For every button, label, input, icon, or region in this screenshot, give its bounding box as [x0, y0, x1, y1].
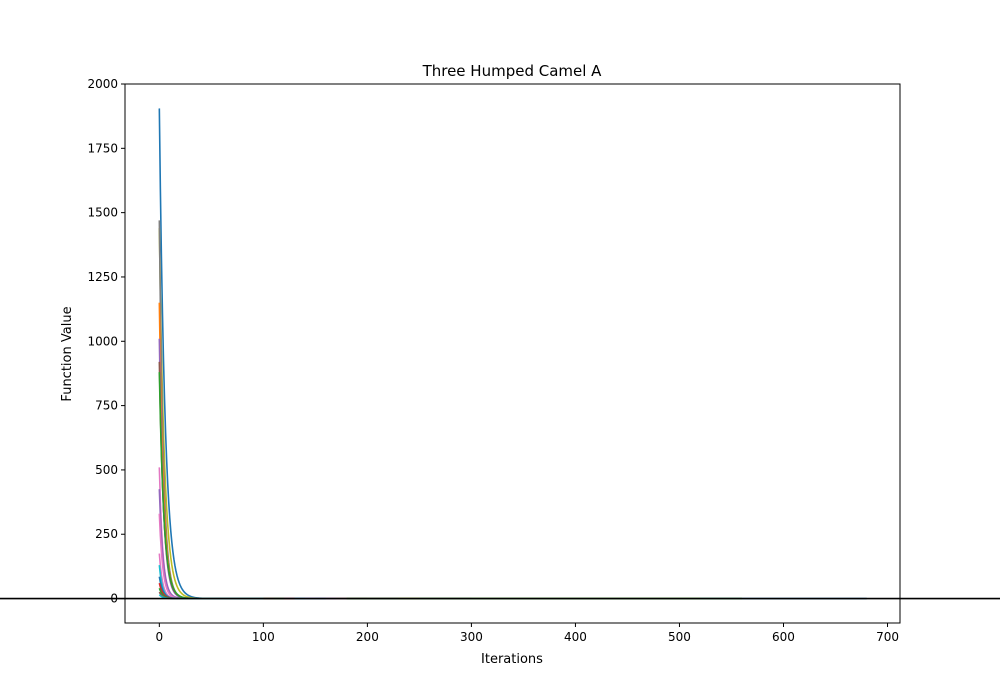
- y-tick-label: 1000: [87, 334, 118, 348]
- x-tick-label: 200: [356, 630, 379, 644]
- plot-frame: [124, 83, 901, 624]
- y-axis-label: Function Value: [60, 306, 75, 401]
- y-tick-label: 1500: [87, 206, 118, 220]
- x-tick-label: 600: [772, 630, 795, 644]
- y-axis: 0 250 500 750 1000 1250 1500 1750 2000: [87, 77, 125, 606]
- x-tick-label: 500: [668, 630, 691, 644]
- x-axis-label: Iterations: [481, 652, 543, 667]
- y-tick-label: 750: [95, 399, 118, 413]
- chart-title: Three Humped Camel A: [422, 62, 603, 80]
- x-tick-label: 100: [252, 630, 275, 644]
- y-tick-label: 500: [95, 463, 118, 477]
- y-tick-label: 0: [110, 592, 118, 606]
- x-tick-label: 300: [460, 630, 483, 644]
- x-tick-label: 0: [156, 630, 164, 644]
- x-tick-label: 700: [876, 630, 899, 644]
- x-tick-label: 400: [564, 630, 587, 644]
- y-tick-label: 1250: [87, 270, 118, 284]
- x-axis: 0 100 200 300 400 500 600 700: [156, 623, 899, 644]
- y-tick-label: 1750: [87, 141, 118, 155]
- y-tick-label: 250: [95, 527, 118, 541]
- y-tick-label: 2000: [87, 77, 118, 91]
